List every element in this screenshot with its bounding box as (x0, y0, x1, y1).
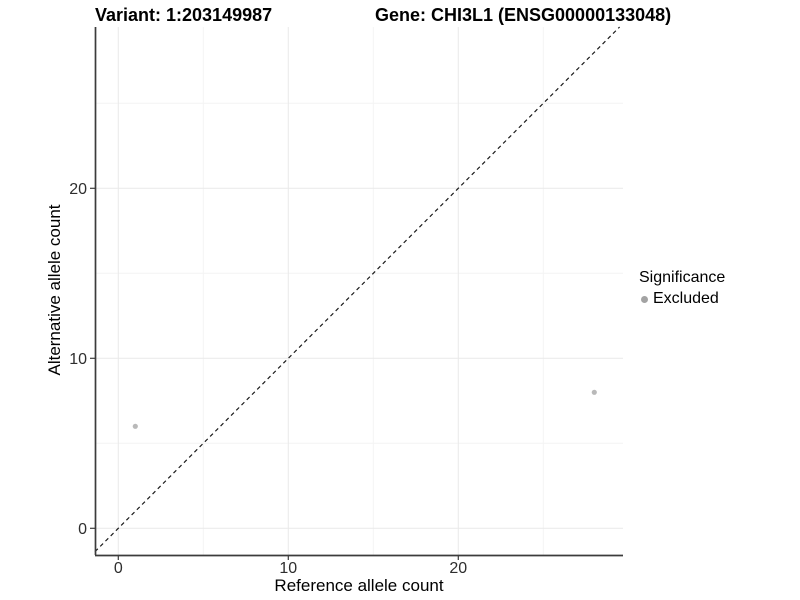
x-axis-title: Reference allele count (274, 576, 444, 595)
x-tick-label: 0 (114, 560, 123, 577)
legend-item-label: Excluded (653, 290, 719, 307)
plot-title-gene: Gene: CHI3L1 (ENSG00000133048) (375, 5, 672, 25)
x-tick-label: 20 (449, 560, 467, 577)
x-tick-label: 10 (279, 560, 297, 577)
data-point (132, 423, 138, 429)
legend-item: Excluded (641, 290, 725, 308)
legend: Significance Excluded (639, 269, 725, 308)
plot-title-variant: Variant: 1:203149987 (95, 5, 273, 25)
identity-dashed-line (94, 26, 621, 553)
legend-title: Significance (639, 269, 726, 286)
legend-key-dot-icon (641, 295, 648, 303)
data-point (591, 389, 597, 395)
y-tick-label: 10 (69, 351, 87, 368)
y-tick-label: 0 (78, 521, 87, 538)
y-tick-label: 20 (69, 181, 87, 198)
